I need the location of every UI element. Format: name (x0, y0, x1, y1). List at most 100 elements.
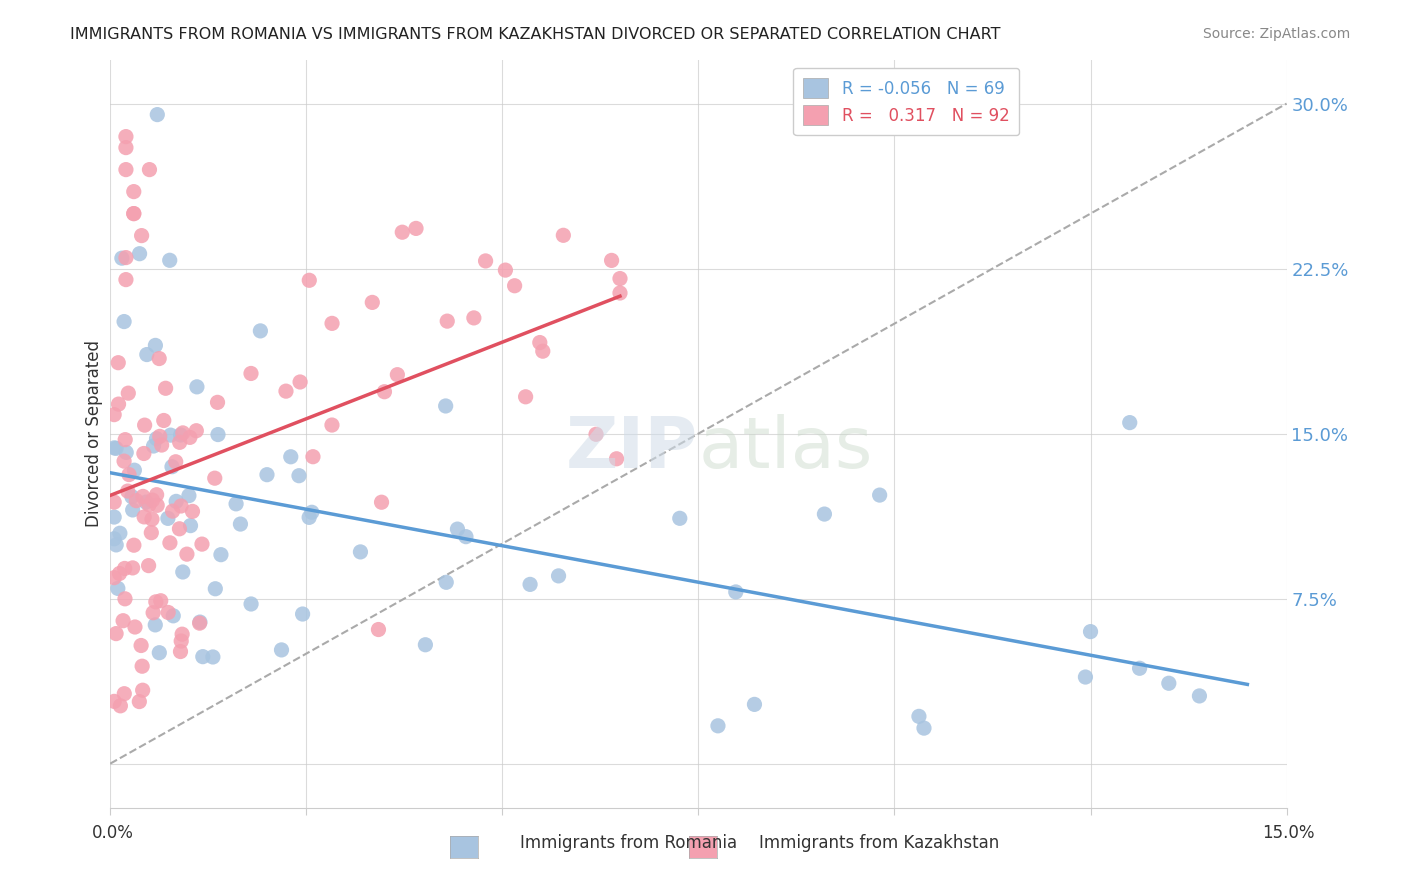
Immigrants from Romania (146, 107, 169, 121)
Immigrants from Kazakhstan (131, 659, 153, 673)
Y-axis label: Divorced or Separated: Divorced or Separated (86, 340, 103, 527)
Immigrants from Kazakhstan (118, 467, 141, 482)
Immigrants from Kazakhstan (124, 620, 146, 634)
Immigrants from Romania (135, 495, 157, 509)
Immigrants from Romania (434, 399, 457, 413)
Immigrants from Romania (415, 638, 437, 652)
Immigrants from Kazakhstan (117, 386, 139, 401)
Immigrants from Romania (547, 569, 569, 583)
Immigrants from Romania (291, 607, 314, 621)
Immigrants from Kazakhstan (169, 522, 191, 536)
Immigrants from Kazakhstan (105, 626, 128, 640)
Immigrants from Kazakhstan (134, 418, 156, 433)
Immigrants from Kazakhstan (585, 427, 607, 442)
Immigrants from Kazakhstan (274, 384, 297, 399)
Immigrants from Romania (107, 582, 129, 596)
Immigrants from Romania (1188, 689, 1211, 703)
Immigrants from Romania (162, 608, 184, 623)
Text: 15.0%: 15.0% (1263, 824, 1315, 842)
Immigrants from Romania (105, 538, 128, 552)
Immigrants from Romania (143, 618, 166, 632)
Immigrants from Kazakhstan (138, 498, 160, 512)
Legend: R = -0.056   N = 69, R =   0.317   N = 92: R = -0.056 N = 69, R = 0.317 N = 92 (793, 68, 1019, 136)
Immigrants from Romania (204, 582, 226, 596)
Immigrants from Kazakhstan (122, 185, 145, 199)
Immigrants from Kazakhstan (115, 129, 138, 144)
Immigrants from Kazakhstan (367, 623, 389, 637)
Immigrants from Kazakhstan (609, 271, 631, 285)
Immigrants from Romania (188, 615, 211, 629)
Immigrants from Kazakhstan (114, 591, 136, 606)
Immigrants from Kazakhstan (181, 504, 204, 518)
Immigrants from Kazakhstan (503, 278, 526, 293)
Text: Immigrants from Kazakhstan: Immigrants from Kazakhstan (759, 834, 1000, 852)
Immigrants from Kazakhstan (114, 433, 136, 447)
Immigrants from Romania (256, 467, 278, 482)
Immigrants from Romania (111, 251, 134, 265)
Immigrants from Kazakhstan (176, 547, 198, 561)
Immigrants from Kazakhstan (149, 593, 172, 607)
Immigrants from Kazakhstan (553, 228, 575, 243)
Immigrants from Kazakhstan (131, 683, 153, 698)
Immigrants from Kazakhstan (188, 616, 211, 631)
Immigrants from Romania (908, 709, 931, 723)
Immigrants from Romania (145, 338, 167, 352)
Immigrants from Romania (270, 643, 292, 657)
Immigrants from Romania (280, 450, 302, 464)
Immigrants from Romania (225, 497, 247, 511)
Immigrants from Romania (105, 442, 128, 456)
Immigrants from Romania (744, 698, 766, 712)
Immigrants from Romania (249, 324, 271, 338)
Immigrants from Romania (229, 517, 252, 532)
Immigrants from Kazakhstan (110, 698, 132, 713)
Immigrants from Romania (159, 428, 181, 442)
Immigrants from Romania (135, 347, 157, 361)
Immigrants from Romania (1129, 661, 1152, 675)
Immigrants from Kazakhstan (132, 490, 155, 504)
Immigrants from Kazakhstan (373, 384, 395, 399)
Immigrants from Kazakhstan (121, 561, 143, 575)
Immigrants from Kazakhstan (142, 606, 165, 620)
Immigrants from Kazakhstan (157, 606, 180, 620)
Immigrants from Romania (813, 507, 835, 521)
Immigrants from Romania (103, 532, 125, 546)
Immigrants from Kazakhstan (387, 368, 409, 382)
Immigrants from Romania (160, 459, 183, 474)
Immigrants from Kazakhstan (170, 634, 193, 648)
Immigrants from Romania (724, 585, 747, 599)
Immigrants from Kazakhstan (103, 408, 125, 422)
Immigrants from Kazakhstan (128, 695, 150, 709)
Immigrants from Kazakhstan (103, 571, 125, 585)
Immigrants from Romania (454, 530, 477, 544)
Immigrants from Kazakhstan (169, 644, 191, 658)
Immigrants from Kazakhstan (515, 390, 537, 404)
Immigrants from Romania (121, 503, 143, 517)
Immigrants from Romania (240, 597, 263, 611)
Immigrants from Kazakhstan (179, 430, 201, 444)
Immigrants from Kazakhstan (531, 344, 554, 359)
Immigrants from Romania (288, 468, 311, 483)
Immigrants from Romania (115, 445, 138, 459)
Immigrants from Romania (301, 505, 323, 519)
Immigrants from Kazakhstan (145, 595, 167, 609)
Immigrants from Kazakhstan (152, 413, 174, 427)
Immigrants from Romania (148, 646, 170, 660)
Immigrants from Romania (191, 649, 214, 664)
Text: atlas: atlas (699, 414, 873, 483)
Immigrants from Romania (165, 494, 187, 508)
Immigrants from Kazakhstan (240, 367, 263, 381)
Immigrants from Kazakhstan (141, 493, 163, 508)
Immigrants from Kazakhstan (138, 558, 160, 573)
Immigrants from Romania (1119, 416, 1142, 430)
Immigrants from Romania (156, 511, 179, 525)
Immigrants from Kazakhstan (122, 206, 145, 220)
Immigrants from Kazakhstan (125, 493, 148, 508)
Immigrants from Kazakhstan (112, 687, 135, 701)
Immigrants from Romania (209, 548, 232, 562)
Immigrants from Kazakhstan (103, 694, 125, 708)
Text: 0.0%: 0.0% (91, 824, 134, 842)
Immigrants from Kazakhstan (391, 225, 413, 239)
Text: Immigrants from Romania: Immigrants from Romania (520, 834, 737, 852)
Immigrants from Romania (1074, 670, 1097, 684)
Immigrants from Romania (1157, 676, 1180, 690)
